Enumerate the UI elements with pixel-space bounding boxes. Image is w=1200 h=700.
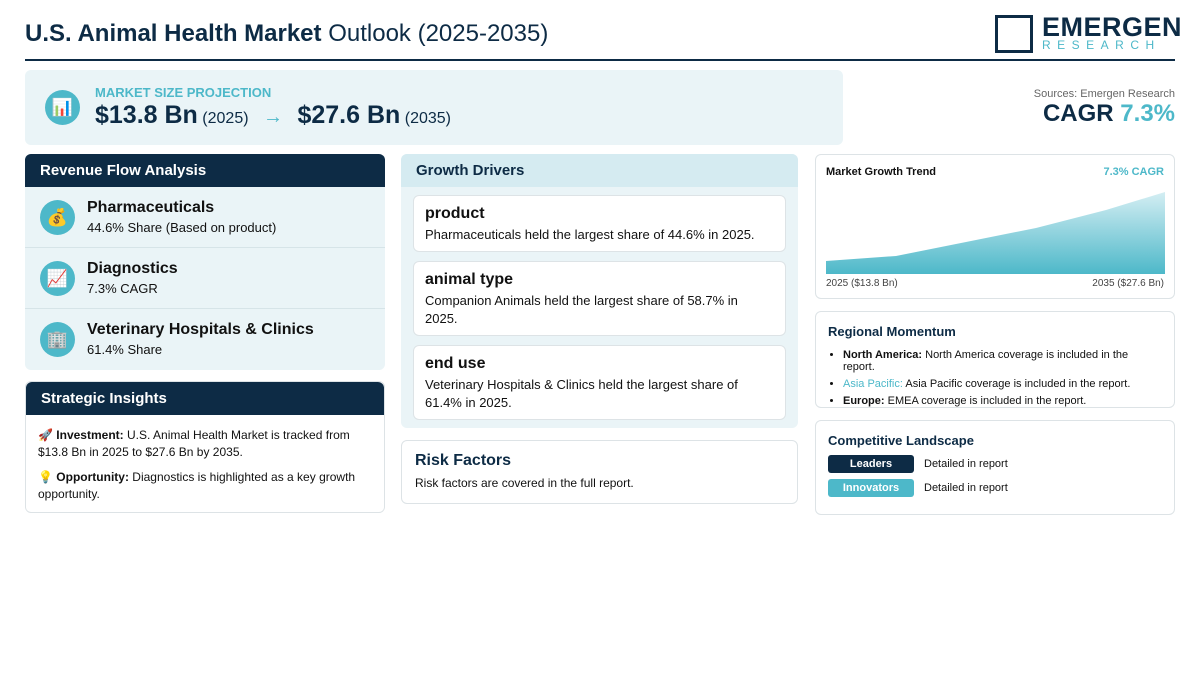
- regional-list: North America: North America coverage is…: [828, 349, 1162, 407]
- driver-heading: end use: [425, 355, 486, 372]
- region-text: North America coverage is included in th…: [843, 349, 1129, 373]
- competitive-title: Competitive Landscape: [828, 433, 974, 448]
- driver-text: Veterinary Hospitals & Clinics held the …: [425, 377, 738, 410]
- logo-box: [995, 15, 1033, 53]
- driver-card: end use Veterinary Hospitals & Clinics he…: [413, 345, 786, 420]
- region-item: Asia Pacific: Asia Pacific coverage is i…: [843, 378, 1162, 390]
- insights-card: Strategic Insights 🚀 Investment: U.S. An…: [25, 381, 385, 513]
- region-name: Europe:: [843, 395, 885, 407]
- driver-text: Companion Animals held the largest share…: [425, 293, 738, 326]
- revenue-item: 💰 Pharmaceuticals 44.6% Share (Based on pr…: [25, 187, 385, 248]
- revenue-name: Diagnostics: [87, 260, 178, 277]
- competitive-list: Leaders Detailed in report Innovators Detai…: [828, 455, 1162, 497]
- revenue-detail: 44.6% Share (Based on product): [87, 220, 277, 235]
- revenue-item: 📈 Diagnostics 7.3% CAGR: [25, 248, 385, 309]
- competitive-text: Detailed in report: [924, 458, 1008, 470]
- regional-card: Regional Momentum North America: North A…: [815, 311, 1175, 408]
- competitive-row: Innovators Detailed in report: [828, 479, 1162, 497]
- sources: Sources: Emergen Research: [1033, 88, 1175, 100]
- insight: 💡 Opportunity: Diagnostics is highlighte…: [38, 469, 372, 503]
- trend-area: [826, 192, 1165, 274]
- region-item: North America: North America coverage is…: [843, 349, 1162, 373]
- revenue-icon: 🏢: [40, 322, 75, 357]
- trend-title: Market Growth Trend: [826, 166, 937, 178]
- cagr-label: CAGR: [1042, 100, 1114, 127]
- revenue-name: Pharmaceuticals: [87, 199, 215, 216]
- region-item: Europe: EMEA coverage is included in the…: [843, 395, 1162, 407]
- arrow: →: [263, 106, 283, 128]
- projection-values: $13.8 Bn (2025) → $27.6 Bn (2035): [95, 101, 451, 130]
- end-value: $27.6 Bn: [297, 101, 401, 129]
- badge: Leaders: [828, 455, 914, 473]
- revenue-name: Veterinary Hospitals & Clinics: [87, 321, 314, 338]
- trend-end: 2035 ($27.6 Bn): [1092, 278, 1164, 289]
- logo-sub: RESEARCH: [1042, 38, 1161, 52]
- insight-text: U.S. Animal Health Market is tracked fro…: [38, 428, 350, 459]
- insight-label: Opportunity:: [56, 470, 129, 484]
- driver-heading: product: [425, 205, 485, 222]
- risk-text: Risk factors are covered in the full rep…: [415, 476, 634, 490]
- badge: Innovators: [828, 479, 914, 497]
- logo-main: EMERGEN: [1042, 12, 1183, 42]
- drivers-card: Growth Drivers product Pharmaceuticals he…: [401, 154, 798, 428]
- driver-text: Pharmaceuticals held the largest share o…: [425, 227, 755, 242]
- revenue-item: 🏢 Veterinary Hospitals & Clinics 61.4% Sha…: [25, 309, 385, 370]
- projection-card: 📊 MARKET SIZE PROJECTION $13.8 Bn (2025)…: [25, 70, 843, 145]
- title: U.S. Animal Health Market Outlook (2025-…: [25, 20, 548, 48]
- competitive-card: Competitive Landscape Leaders Detailed in…: [815, 420, 1175, 515]
- trend-start: 2025 ($13.8 Bn): [826, 278, 898, 289]
- insight-icon: 🚀: [38, 428, 53, 442]
- revenue-detail: 61.4% Share: [87, 342, 163, 357]
- title-bold: U.S. Animal Health Market: [25, 20, 322, 47]
- risk-title: Risk Factors: [415, 452, 512, 469]
- projection-icon: 📊: [45, 90, 80, 125]
- driver-card: product Pharmaceuticals held the largest …: [413, 195, 786, 252]
- region-name: Asia Pacific:: [843, 378, 903, 390]
- insight-text: Diagnostics is highlighted as a key grow…: [38, 470, 356, 501]
- region-name: North America:: [843, 349, 923, 361]
- cagr-value: 7.3%: [1120, 100, 1175, 127]
- competitive-row: Leaders Detailed in report: [828, 455, 1162, 473]
- insights-list: 🚀 Investment: U.S. Animal Health Market …: [26, 415, 384, 523]
- trend-card: Market Growth Trend 7.3% CAGR 2025 ($13.…: [815, 154, 1175, 299]
- cagr: CAGR 7.3%: [1043, 100, 1175, 128]
- start-year: (2025): [202, 110, 249, 127]
- header-rule: [25, 59, 1175, 61]
- revenue-icon: 💰: [40, 200, 75, 235]
- insight-icon: 💡: [38, 470, 53, 484]
- revenue-detail: 7.3% CAGR: [87, 281, 158, 296]
- revenue-card: Revenue Flow Analysis 💰 Pharmaceuticals 44…: [25, 154, 385, 370]
- risk-card: Risk Factors Risk factors are covered in…: [401, 440, 798, 504]
- insight-label: Investment:: [56, 428, 124, 442]
- start-value: $13.8 Bn: [95, 101, 198, 129]
- trend-cagr: 7.3% CAGR: [1103, 166, 1164, 178]
- revenue-title: Revenue Flow Analysis: [25, 154, 385, 187]
- projection-label: MARKET SIZE PROJECTION: [95, 85, 272, 100]
- regional-title: Regional Momentum: [828, 324, 956, 339]
- end-year: (2035): [404, 110, 451, 127]
- drivers-title: Growth Drivers: [401, 154, 798, 187]
- insights-title: Strategic Insights: [26, 382, 384, 415]
- insight: 🚀 Investment: U.S. Animal Health Market …: [38, 427, 372, 461]
- revenue-icon: 📈: [40, 261, 75, 296]
- competitive-text: Detailed in report: [924, 482, 1008, 494]
- region-text: EMEA coverage is included in the report.: [887, 395, 1087, 407]
- driver-card: animal type Companion Animals held the la…: [413, 261, 786, 336]
- driver-heading: animal type: [425, 271, 514, 288]
- region-text: Asia Pacific coverage is included in the…: [905, 378, 1131, 390]
- trend-shape: [826, 192, 1165, 274]
- title-rest: Outlook (2025-2035): [328, 20, 549, 47]
